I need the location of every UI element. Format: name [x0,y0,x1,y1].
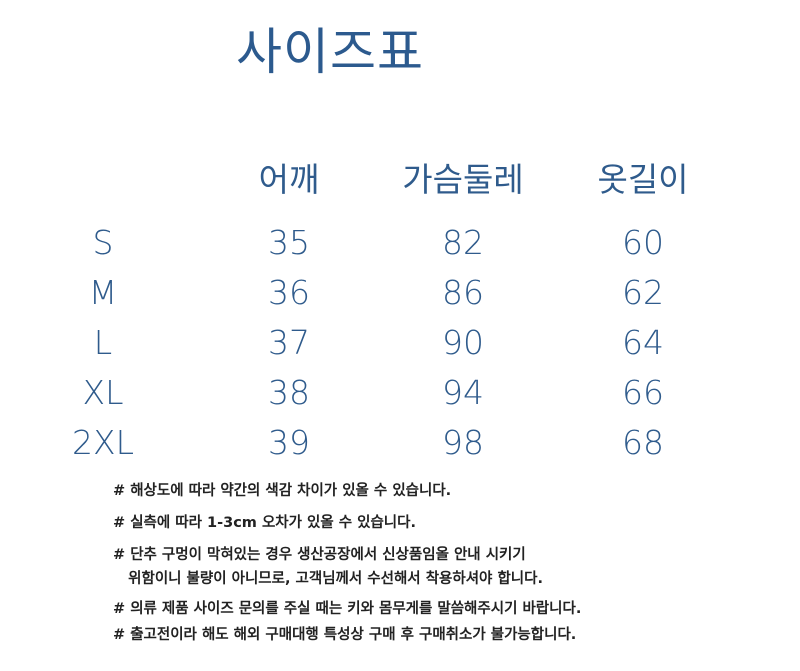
note-3: # 단추 구멍이 막혀있는 경우 생산공장에서 신상품임올 안내 시키기 [113,547,526,563]
page-title: 사이즈표 [236,23,424,81]
header-shoulder: 어깨 [258,160,320,199]
shoulder-value: 36 [268,273,310,312]
note-1: # 해상도에 따라 약간의 색감 차이가 있올 수 있습니다. [113,483,452,499]
size-label: M [88,273,118,312]
shoulder-value: 38 [268,373,310,412]
length-value: 64 [622,323,664,362]
chest-value: 90 [442,323,484,362]
shoulder-value: 39 [268,423,310,462]
header-length: 옷길이 [597,160,689,199]
chest-value: 82 [442,223,484,262]
length-value: 66 [622,373,664,412]
length-value: 68 [622,423,664,462]
length-value: 60 [622,223,664,262]
chest-value: 86 [442,273,484,312]
length-value: 62 [622,273,664,312]
chest-value: 94 [442,373,484,412]
size-label: S [92,223,114,262]
shoulder-value: 35 [268,223,310,262]
note-4: # 의류 제품 사이즈 문의를 주실 때는 키와 몸무게를 말씀해주시기 바랍니… [113,601,582,617]
size-label: XL [82,373,124,412]
header-chest: 가슴둘레 [402,160,524,199]
shoulder-value: 37 [268,323,310,362]
size-label: L [93,323,113,362]
note-5: # 출고전이라 해도 해외 구매대행 특성상 구매 후 구매취소가 불가능합니다… [113,627,577,643]
size-label: 2XL [72,423,134,462]
chest-value: 98 [442,423,484,462]
note-2: # 실측에 따라 1-3cm 오차가 있올 수 있습니다. [113,515,416,531]
note-3-cont: 위함이니 불량이 아니므로, 고객님께서 수선해서 착용하셔야 합니다. [113,571,543,587]
